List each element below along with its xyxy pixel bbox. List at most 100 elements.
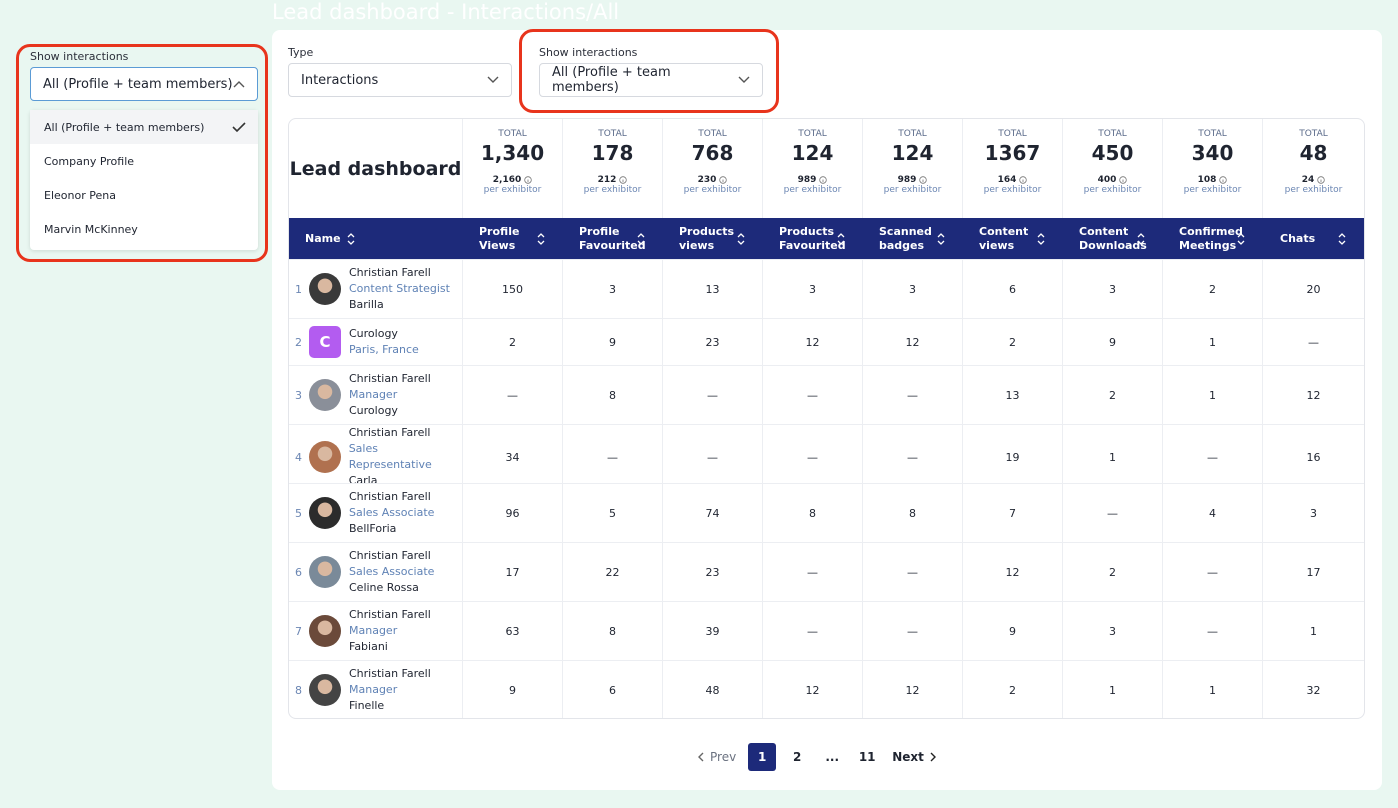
dropdown-option[interactable]: Eleonor Pena (30, 178, 258, 212)
table-cell: 3 (862, 259, 962, 318)
column-header[interactable]: Name (289, 218, 462, 259)
name-cell: 7 Christian Farell Manager Fabiani (289, 601, 462, 660)
per-value: 989 (797, 175, 817, 185)
avatar (309, 615, 341, 647)
per-value: 230 (697, 175, 717, 185)
table-cell: 96 (462, 483, 562, 542)
table-cell: 9 (1062, 318, 1162, 365)
table-cell: 8 (862, 483, 962, 542)
filter-select[interactable]: All (Profile + team members) (539, 63, 763, 97)
dropdown-option[interactable]: All (Profile + team members) (30, 110, 258, 144)
highlight (519, 29, 779, 113)
sort-icon (1338, 232, 1346, 245)
table-cell: 1 (1162, 365, 1262, 424)
option-text: All (Profile + team members) (44, 120, 205, 134)
page-button[interactable]: 11 (858, 750, 876, 764)
person-company: BellForia (349, 522, 397, 535)
lead-table: Lead dashboard TOTAL 1,340 2,160 per exhibi… (288, 118, 1365, 719)
person-info: Christian Farell Manager Fabiani (349, 607, 431, 655)
person-name: Christian Farell (349, 372, 431, 385)
total-value: 1367 (984, 141, 1041, 165)
table-cell: — (762, 542, 862, 601)
person-name: Christian Farell (348, 426, 431, 439)
column-header[interactable]: Products Favourited (762, 218, 862, 259)
column-header[interactable]: Content views (962, 218, 1062, 259)
prev-button[interactable]: Prev (698, 750, 736, 764)
table-cell: 2 (462, 318, 562, 365)
table-cell: 1 (1062, 660, 1162, 718)
table-cell: 12 (862, 318, 962, 365)
table-cell: 9 (562, 318, 662, 365)
table-cell: 5 (562, 483, 662, 542)
table-cell: 4 (1162, 483, 1262, 542)
per-label: per exhibitor (983, 185, 1042, 195)
total-label: TOTAL (1299, 129, 1328, 139)
table-cell: 13 (962, 365, 1062, 424)
page-button[interactable]: ... (825, 750, 840, 764)
sort-icon (347, 232, 355, 245)
table-cell: 12 (862, 660, 962, 718)
table-cell: 3 (1062, 601, 1162, 660)
per-exhibitor-value: 2,160 (463, 175, 562, 185)
person-company: Barilla (349, 298, 384, 311)
total-label: TOTAL (498, 129, 527, 139)
table-cell: 9 (962, 601, 1062, 660)
table-header: Name Profile Views Profile Favourited Produ… (289, 218, 1364, 259)
chevron-down (487, 76, 499, 83)
column-header[interactable]: Profile Favourited (562, 218, 662, 259)
table-cell: 22 (562, 542, 662, 601)
per-label: per exhibitor (783, 185, 842, 195)
table-cell: — (1062, 483, 1162, 542)
filter-select[interactable]: Interactions (288, 63, 512, 97)
sort-icon (637, 232, 645, 245)
table-cell: 6 (962, 259, 1062, 318)
dropdown-option[interactable]: Marvin McKinney (30, 212, 258, 246)
total-cell: TOTAL 178 212 per exhibitor (562, 119, 662, 218)
column-header[interactable]: Chats (1262, 218, 1364, 259)
total-value: 768 (691, 141, 734, 165)
column-title: Products Favourited (779, 224, 846, 252)
table-cell: 1 (1062, 424, 1162, 489)
table-row: 3 Christian Farell Manager Curology —8— — —13 2… (289, 365, 1364, 424)
dropdown-option[interactable]: Company Profile (30, 144, 258, 178)
column-header[interactable]: Confirmed Meetings (1162, 218, 1262, 259)
per-exhibitor-value: 212 (563, 175, 662, 185)
table-cell: 150 (462, 259, 562, 318)
column-title: Chats (1280, 231, 1316, 245)
person-name: Christian Farell (349, 549, 431, 562)
column-header[interactable]: Profile Views (462, 218, 562, 259)
total-value: 1,340 (480, 141, 545, 165)
total-cell: TOTAL 340 108 per exhibitor (1162, 119, 1262, 218)
column-header[interactable]: Content Downloads (1062, 218, 1162, 259)
per-value: 164 (997, 175, 1017, 185)
avatar (309, 556, 341, 588)
table-cell: — (662, 424, 762, 489)
person-company: Curology (349, 404, 398, 417)
column-header[interactable]: Products views (662, 218, 762, 259)
person-role: Paris, France (349, 343, 419, 356)
page-button[interactable]: 2 (793, 750, 802, 764)
name-cell: 5 Christian Farell Sales Associate BellFori… (289, 483, 462, 542)
table-cell: — (462, 365, 562, 424)
person-info: Christian Farell Sales Representative Carl… (349, 425, 462, 489)
info-icon (819, 176, 828, 184)
table-cell: 1 (1262, 601, 1364, 660)
person-name: Christian Farell (349, 608, 431, 621)
table-row: 2 C Curology Paris, France 2 9 23 12 12 2 9 1— (289, 318, 1364, 365)
table-cell: 2 (1062, 542, 1162, 601)
dropdown[interactable]: All (Profile + team members) (30, 67, 258, 101)
total-label: TOTAL (698, 129, 727, 139)
table-cell: 1 (1162, 318, 1262, 365)
chevron-up (233, 81, 245, 88)
next-button[interactable]: Next (892, 750, 936, 764)
filter-label: Show interactions (539, 46, 638, 59)
page-button[interactable]: 1 (748, 743, 777, 771)
table-cell: 8 (562, 365, 662, 424)
name-cell: 1 Christian Farell Content Strategist Baril… (289, 259, 462, 318)
option-text: Company Profile (44, 154, 135, 168)
per-exhibitor-value: 24 (1263, 175, 1364, 185)
per-value: 989 (897, 175, 917, 185)
check-icon (232, 122, 246, 133)
column-header[interactable]: Scanned badges (862, 218, 962, 259)
table-cell: 7 (962, 483, 1062, 542)
